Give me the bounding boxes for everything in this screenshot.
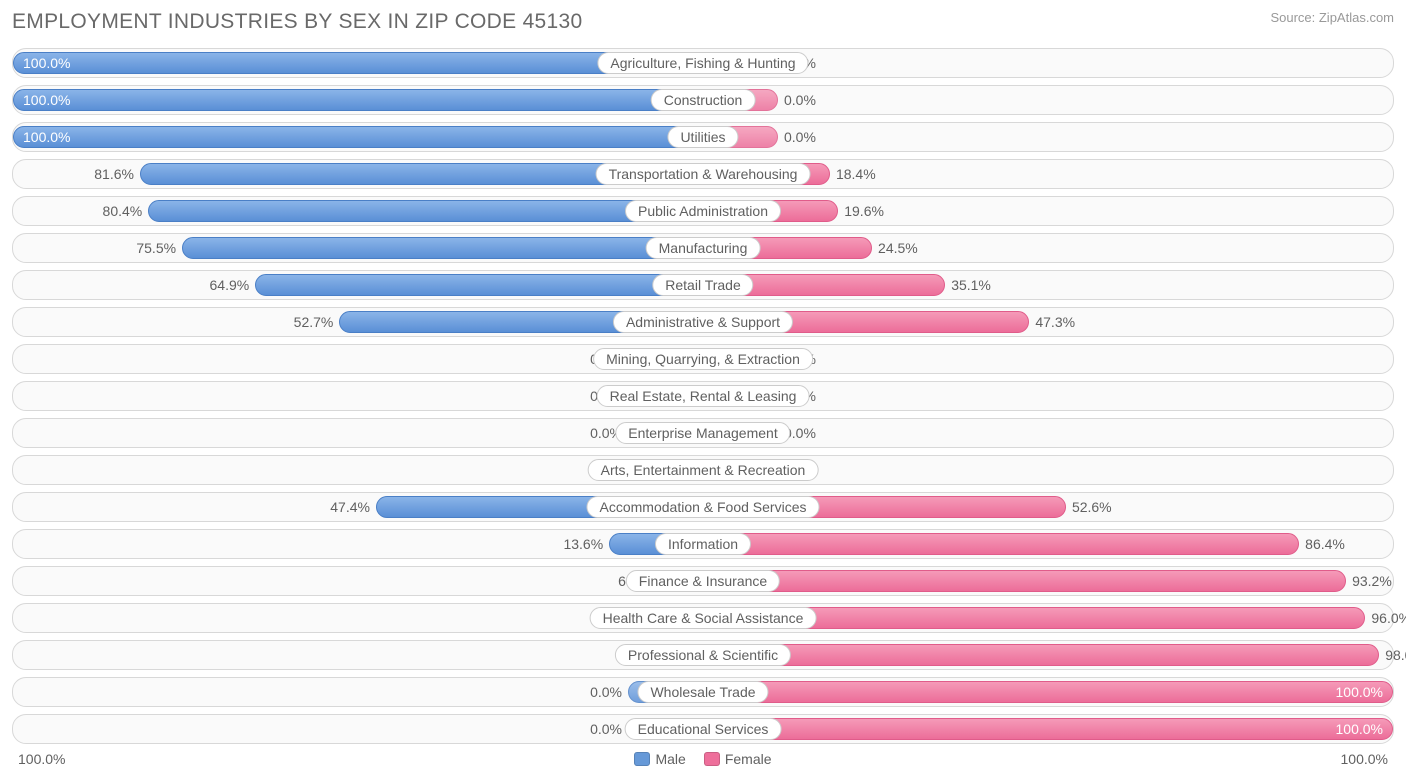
female-value-label: 19.6% [844,203,884,219]
female-bar [703,681,1393,703]
female-value-label: 18.4% [836,166,876,182]
chart-row: 80.4% 19.6% Public Administration [12,196,1394,226]
male-value-label: 80.4% [103,203,143,219]
legend: Male Female [634,751,771,767]
female-bar [703,718,1393,740]
female-value-label: 93.2% [1352,573,1392,589]
category-label: Accommodation & Food Services [587,496,820,518]
chart-row: 0.0% 100.0% Wholesale Trade [12,677,1394,707]
chart-row: 2.0%98.0%Professional & Scientific [12,640,1394,670]
chart-title: EMPLOYMENT INDUSTRIES BY SEX IN ZIP CODE… [12,10,582,34]
chart-row: 0.0%0.0%Real Estate, Rental & Leasing [12,381,1394,411]
male-value-label: 0.0% [590,721,622,737]
chart-row: 4.0%96.0%Health Care & Social Assistance [12,603,1394,633]
chart-row: 0.0%0.0%Enterprise Management [12,418,1394,448]
category-label: Public Administration [625,200,781,222]
female-value-label: 52.6% [1072,499,1112,515]
legend-female: Female [704,751,772,767]
category-label: Construction [651,89,756,111]
chart-row: 52.7% 47.3% Administrative & Support [12,307,1394,337]
male-value-label: 100.0% [23,92,70,108]
male-swatch-icon [634,752,650,766]
category-label: Educational Services [625,718,782,740]
female-value-label: 100.0% [1336,721,1383,737]
male-value-label: 100.0% [23,55,70,71]
chart-row: 0.0% 100.0% Educational Services [12,714,1394,744]
female-value-label: 0.0% [784,92,816,108]
category-label: Utilities [667,126,738,148]
chart-row: 0.0%0.0%Arts, Entertainment & Recreation [12,455,1394,485]
male-bar [182,237,703,259]
legend-male: Male [634,751,685,767]
category-label: Health Care & Social Assistance [590,607,817,629]
category-label: Wholesale Trade [637,681,768,703]
chart-row: 6.8%93.2%Finance & Insurance [12,566,1394,596]
female-value-label: 24.5% [878,240,918,256]
male-bar [148,200,703,222]
female-value-label: 96.0% [1371,610,1406,626]
chart-row: 64.9% 35.1% Retail Trade [12,270,1394,300]
male-value-label: 81.6% [94,166,134,182]
category-label: Information [655,533,751,555]
category-label: Agriculture, Fishing & Hunting [597,52,808,74]
chart-row: 100.0% 0.0% Construction [12,85,1394,115]
female-swatch-icon [704,752,720,766]
category-label: Professional & Scientific [615,644,791,666]
legend-female-label: Female [725,751,772,767]
male-value-label: 13.6% [563,536,603,552]
female-value-label: 47.3% [1035,314,1075,330]
chart-row: 47.4% 52.6% Accommodation & Food Services [12,492,1394,522]
category-label: Arts, Entertainment & Recreation [588,459,819,481]
male-value-label: 52.7% [294,314,334,330]
male-value-label: 47.4% [330,499,370,515]
category-label: Real Estate, Rental & Leasing [597,385,810,407]
male-value-label: 100.0% [23,129,70,145]
male-bar [13,126,703,148]
female-value-label: 100.0% [1336,684,1383,700]
chart-row: 13.6% 86.4% Information [12,529,1394,559]
female-bar [703,570,1346,592]
female-bar [703,533,1299,555]
female-value-label: 86.4% [1305,536,1345,552]
axis-left-label: 100.0% [18,751,65,767]
source-attribution: Source: ZipAtlas.com [1270,10,1394,25]
female-bar [703,644,1379,666]
male-value-label: 0.0% [590,684,622,700]
category-label: Transportation & Warehousing [596,163,811,185]
category-label: Enterprise Management [615,422,790,444]
male-value-label: 75.5% [136,240,176,256]
legend-male-label: Male [655,751,685,767]
diverging-bar-chart: 100.0%0.0%Agriculture, Fishing & Hunting… [12,48,1394,744]
category-label: Manufacturing [646,237,761,259]
axis-right-label: 100.0% [1341,751,1388,767]
category-label: Finance & Insurance [626,570,780,592]
male-bar [255,274,703,296]
male-value-label: 64.9% [210,277,250,293]
male-bar [13,89,703,111]
chart-footer: 100.0% Male Female 100.0% [12,751,1394,767]
female-value-label: 0.0% [784,129,816,145]
chart-row: 0.0%0.0%Mining, Quarrying, & Extraction [12,344,1394,374]
chart-row: 100.0%0.0%Agriculture, Fishing & Hunting [12,48,1394,78]
chart-row: 100.0% 0.0% Utilities [12,122,1394,152]
chart-row: 75.5% 24.5% Manufacturing [12,233,1394,263]
category-label: Administrative & Support [613,311,793,333]
chart-row: 81.6% 18.4% Transportation & Warehousing [12,159,1394,189]
category-label: Mining, Quarrying, & Extraction [593,348,813,370]
female-value-label: 98.0% [1385,647,1406,663]
female-value-label: 35.1% [951,277,991,293]
category-label: Retail Trade [652,274,753,296]
